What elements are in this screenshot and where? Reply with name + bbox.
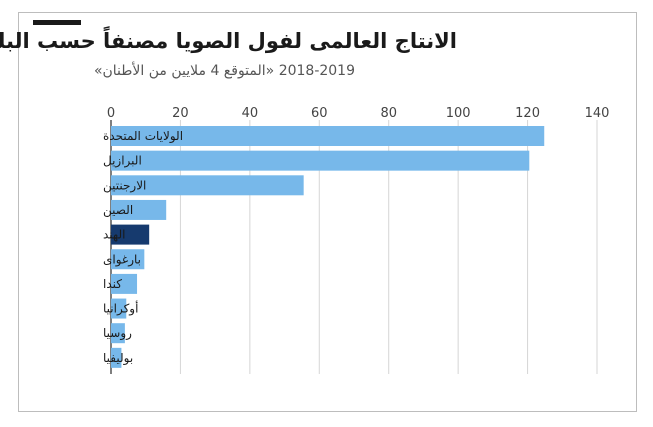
category-label: أوكرانيا <box>103 301 138 317</box>
bar <box>111 298 127 319</box>
category-label: بارغواى <box>103 252 141 267</box>
x-tick-label: 60 <box>311 106 328 121</box>
bar <box>111 273 138 294</box>
category-label: الارجنتين <box>103 178 146 193</box>
bar <box>111 150 530 171</box>
bar-layer <box>111 126 545 368</box>
bar <box>111 126 545 146</box>
bar <box>111 224 150 245</box>
x-tick-label: 0 <box>107 106 115 121</box>
x-tick-label: 20 <box>172 106 189 121</box>
category-label: كندا <box>103 277 122 291</box>
x-tick-label: 80 <box>380 106 397 121</box>
accent-bar <box>33 20 81 25</box>
category-label: بوليفيا <box>103 351 133 366</box>
x-tick-label: 100 <box>446 106 471 121</box>
chart-subtitle: 2018-2019 «المتوقع 4 ملايين من الأطنان» <box>93 63 355 79</box>
x-tick-label: 140 <box>585 106 610 121</box>
category-label: روسيا <box>103 326 132 341</box>
tick-label-layer: 0 20 40 60 80 100 120 140 <box>107 106 610 121</box>
bar <box>111 175 304 196</box>
bar <box>111 199 167 220</box>
x-tick-label: 40 <box>242 106 259 121</box>
chart-title: الانتاج العالمى لفول الصويا مصنفاً حسب ا… <box>0 29 457 53</box>
category-label: الولايات المتحدة <box>103 129 183 144</box>
bar <box>111 323 125 344</box>
category-label: البرازيل <box>103 154 142 169</box>
category-label: الصين <box>103 203 133 218</box>
category-label-layer: الولايات المتحدة البرازيل الارجنتين الصين ال… <box>103 129 183 366</box>
x-tick-label: 120 <box>515 106 540 121</box>
bar <box>111 347 122 368</box>
bar <box>111 249 145 270</box>
category-label: الهند <box>103 228 125 242</box>
